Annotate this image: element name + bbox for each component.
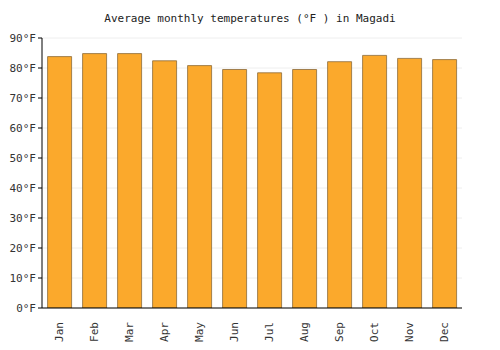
svg-text:Aug: Aug (298, 322, 311, 342)
svg-text:Apr: Apr (158, 322, 171, 342)
svg-text:90°F: 90°F (10, 32, 37, 45)
svg-text:Sep: Sep (333, 322, 346, 342)
svg-text:80°F: 80°F (10, 62, 37, 75)
svg-text:20°F: 20°F (10, 242, 37, 255)
svg-text:30°F: 30°F (10, 212, 37, 225)
svg-text:Oct: Oct (368, 322, 381, 342)
svg-text:70°F: 70°F (10, 92, 37, 105)
svg-text:60°F: 60°F (10, 122, 37, 135)
svg-text:Jul: Jul (263, 322, 276, 342)
svg-text:10°F: 10°F (10, 272, 37, 285)
svg-text:Dec: Dec (438, 322, 451, 342)
svg-text:0°F: 0°F (16, 302, 36, 315)
svg-text:50°F: 50°F (10, 152, 37, 165)
svg-text:40°F: 40°F (10, 182, 37, 195)
svg-text:Jun: Jun (228, 322, 241, 342)
svg-text:Feb: Feb (88, 322, 101, 342)
svg-text:Jan: Jan (53, 322, 66, 342)
html-text:Average monthly temperatures (: Average monthly temperatures (°F ) in Ma… (104, 12, 396, 25)
svg-text:Mar: Mar (123, 322, 136, 342)
svg-text:Nov: Nov (403, 322, 416, 342)
svg-text:May: May (193, 322, 206, 342)
